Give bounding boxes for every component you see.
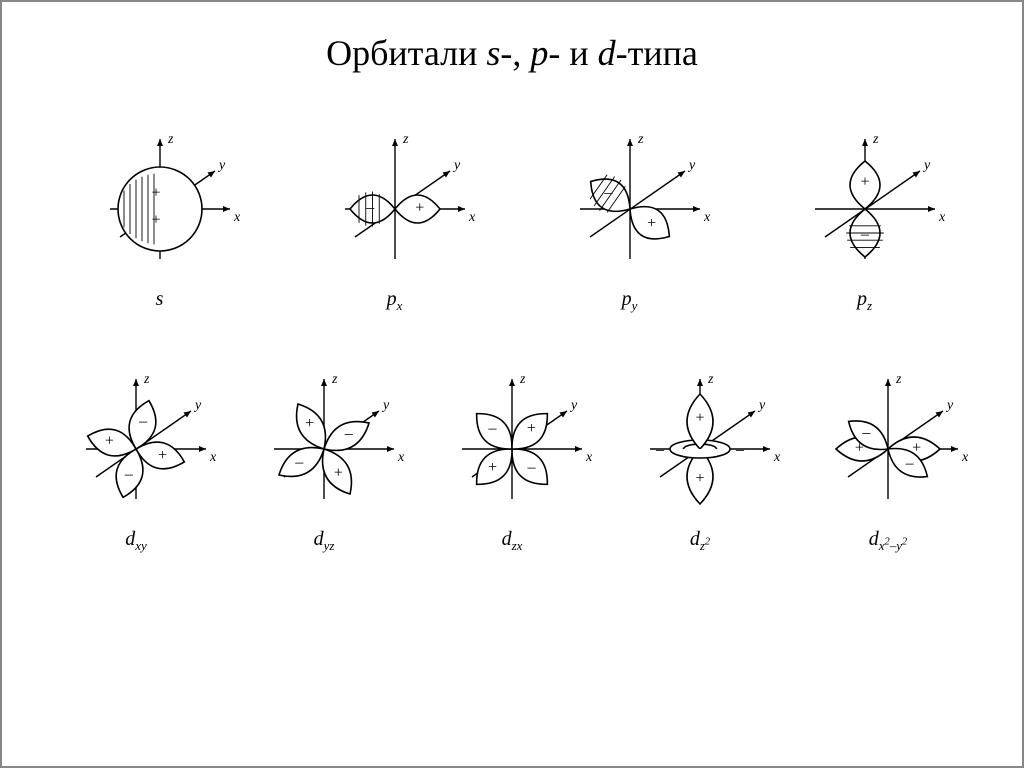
svg-text:z: z bbox=[707, 372, 714, 387]
orbital-caption-dyz: dyz bbox=[314, 528, 335, 554]
svg-text:y: y bbox=[569, 398, 578, 413]
orbital-caption-dz2: dz2 bbox=[690, 528, 710, 554]
orbital-svg-py: z x y + – bbox=[540, 114, 720, 284]
diagram-frame: Орбитали s-, p- и d-типа zxy++szxy–+pxzx… bbox=[0, 0, 1024, 768]
orbital-py: z x y + – py bbox=[540, 114, 720, 314]
orbital-svg-dx2y2: zxy+–+– bbox=[798, 354, 978, 524]
svg-text:–: – bbox=[344, 425, 354, 442]
orbital-caption-dx2y2: dx2–y2 bbox=[869, 528, 907, 554]
orbital-dzx: z x y – + – + dzx bbox=[422, 354, 602, 554]
svg-text:+: + bbox=[305, 415, 314, 432]
svg-text:y: y bbox=[193, 398, 202, 413]
svg-text:z: z bbox=[143, 372, 150, 387]
orbital-caption-dxy: dxy bbox=[125, 528, 147, 554]
svg-text:z: z bbox=[872, 132, 879, 147]
svg-text:–: – bbox=[861, 425, 871, 442]
svg-text:+: + bbox=[695, 470, 704, 487]
orbital-s: z x y + + s bbox=[70, 114, 250, 311]
svg-text:z: z bbox=[402, 132, 409, 147]
svg-text:–: – bbox=[655, 442, 665, 459]
svg-text:–: – bbox=[735, 442, 745, 459]
orbital-caption-dzx: dzx bbox=[502, 528, 523, 554]
orbital-caption-pz: pz bbox=[857, 288, 872, 314]
orbital-svg-dz2: z x y – – + + bbox=[610, 354, 790, 524]
svg-text:+: + bbox=[151, 212, 160, 229]
svg-text:–: – bbox=[365, 200, 375, 217]
orbital-caption-s: s bbox=[156, 288, 164, 311]
svg-text:–: – bbox=[905, 455, 915, 472]
title-s: s bbox=[486, 33, 500, 73]
svg-text:+: + bbox=[695, 409, 704, 426]
orbital-grid: zxy++szxy–+pxzxy+–pyzxy+–pz zxy+–+–dxyzx… bbox=[42, 114, 982, 746]
orbital-svg-dxy: zxy+–+– bbox=[46, 354, 226, 524]
svg-text:–: – bbox=[294, 454, 304, 471]
orbital-svg-dyz: z x y + – + – bbox=[234, 354, 414, 524]
orbital-svg-px: z x y – + bbox=[305, 114, 485, 284]
orbital-svg-s: z x y + + bbox=[70, 114, 250, 284]
svg-text:–: – bbox=[124, 466, 134, 483]
title-sep1: -, bbox=[500, 33, 530, 73]
page-title: Орбитали s-, p- и d-типа bbox=[42, 32, 982, 74]
svg-text:+: + bbox=[647, 215, 656, 232]
svg-text:x: x bbox=[233, 210, 241, 225]
orbital-dz2: z x y – – + + dz2 bbox=[610, 354, 790, 554]
svg-text:+: + bbox=[488, 459, 497, 476]
orbital-dx2y2: zxy+–+–dx2–y2 bbox=[798, 354, 978, 554]
orbital-row-d: zxy+–+–dxyzxy+–+–dyzzxy–+–+dzxzxy––++dz2… bbox=[42, 354, 982, 554]
svg-text:x: x bbox=[397, 450, 405, 465]
svg-text:–: – bbox=[488, 420, 498, 437]
orbital-px: z x y – + px bbox=[305, 114, 485, 314]
svg-text:z: z bbox=[167, 132, 174, 147]
title-suffix: -типа bbox=[616, 33, 698, 73]
svg-text:y: y bbox=[381, 398, 390, 413]
svg-text:+: + bbox=[105, 433, 114, 450]
svg-text:y: y bbox=[217, 158, 226, 173]
svg-text:+: + bbox=[158, 447, 167, 464]
svg-text:–: – bbox=[860, 226, 870, 243]
svg-text:z: z bbox=[519, 372, 526, 387]
svg-text:+: + bbox=[860, 173, 869, 190]
svg-text:x: x bbox=[468, 210, 476, 225]
svg-text:–: – bbox=[603, 185, 613, 202]
svg-text:x: x bbox=[938, 210, 946, 225]
svg-text:z: z bbox=[637, 132, 644, 147]
svg-text:y: y bbox=[922, 158, 931, 173]
title-prefix: Орбитали bbox=[326, 33, 486, 73]
orbital-dyz: z x y + – + – dyz bbox=[234, 354, 414, 554]
svg-text:x: x bbox=[773, 450, 781, 465]
svg-text:–: – bbox=[138, 413, 148, 430]
orbital-svg-pz: z x y + – bbox=[775, 114, 955, 284]
title-p: p bbox=[530, 33, 548, 73]
orbital-caption-px: px bbox=[387, 288, 403, 314]
svg-text:z: z bbox=[331, 372, 338, 387]
orbital-svg-dzx: z x y – + – + bbox=[422, 354, 602, 524]
svg-text:+: + bbox=[527, 420, 536, 437]
svg-text:x: x bbox=[209, 450, 217, 465]
svg-text:y: y bbox=[452, 158, 461, 173]
svg-text:z: z bbox=[895, 372, 902, 387]
title-d: d bbox=[598, 33, 616, 73]
orbital-caption-py: py bbox=[622, 288, 638, 314]
title-sep2: - и bbox=[548, 33, 597, 73]
svg-text:+: + bbox=[415, 200, 424, 217]
svg-text:y: y bbox=[757, 398, 766, 413]
svg-text:y: y bbox=[945, 398, 954, 413]
svg-text:x: x bbox=[703, 210, 711, 225]
svg-text:y: y bbox=[687, 158, 696, 173]
svg-text:x: x bbox=[585, 450, 593, 465]
orbital-pz: z x y + – pz bbox=[775, 114, 955, 314]
orbital-row-sp: z x y + + s z x y – + px z x y + – py z x y + – pz bbox=[42, 114, 982, 314]
svg-text:+: + bbox=[334, 464, 343, 481]
svg-text:–: – bbox=[526, 459, 536, 476]
svg-text:x: x bbox=[961, 450, 969, 465]
svg-text:+: + bbox=[151, 185, 160, 202]
orbital-dxy: zxy+–+–dxy bbox=[46, 354, 226, 554]
